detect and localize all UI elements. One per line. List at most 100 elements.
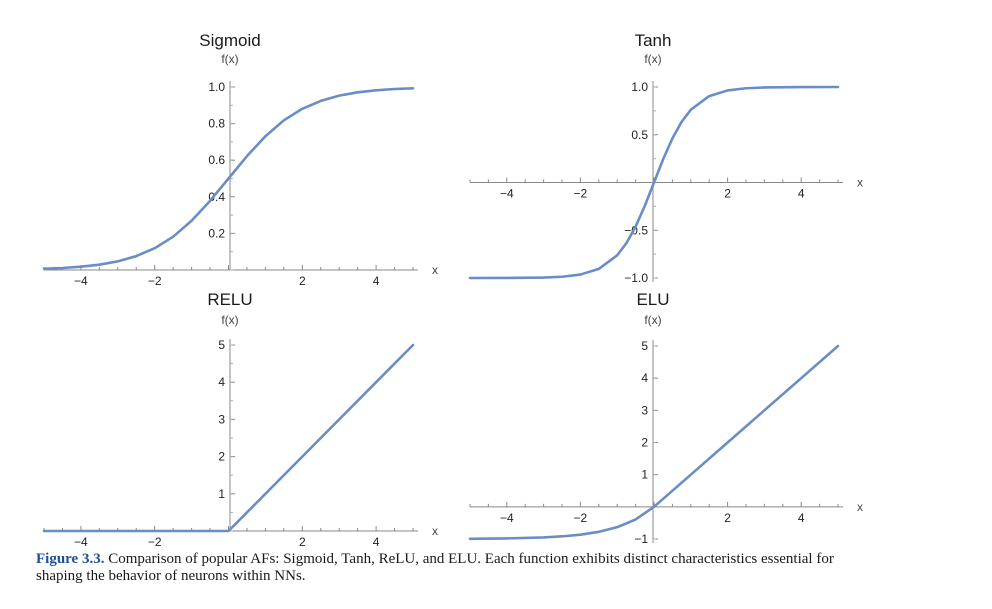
sigmoid-y-label: f(x) [221,52,238,66]
sigmoid-title: Sigmoid [199,31,260,50]
relu-x-tick-label: 2 [299,535,306,549]
tanh-x-tick-label: −2 [574,187,588,201]
relu-data-point [227,530,230,532]
sigmoid-data-point [80,265,82,268]
sigmoid-data-point [190,219,193,222]
relu-x-tick-label: −4 [74,535,88,549]
tanh-title: Tanh [635,31,672,50]
tanh-y-tick-label: 0.5 [631,128,648,142]
sigmoid-data-point [375,89,377,92]
tanh-data-point [469,277,471,279]
tanh-x-label: x [857,176,863,190]
elu-data-point [653,506,655,508]
tanh-data-point [837,86,839,88]
sigmoid-data-point [117,260,119,263]
elu-data-point [506,537,508,540]
elu-data-point [763,409,766,412]
elu-data-point [690,473,692,476]
relu-y-tick-label: 5 [218,338,225,352]
tanh-x-tick-label: −4 [500,187,514,201]
elu-data-point [726,441,729,444]
tanh-data-point [800,86,802,88]
sigmoid-data-point [153,247,156,250]
elu-data-point [469,537,471,540]
relu-curve [42,343,415,533]
tanh-data-point [579,273,582,276]
elu-y-label: f(x) [644,313,661,327]
sigmoid-data-point [246,155,248,157]
sigmoid-data-point [412,87,414,90]
sigmoid-data-point [319,100,322,102]
elu-data-point [561,535,563,538]
elu-title: ELU [636,290,669,309]
tanh-data-point [745,87,747,90]
relu-chart: −4 −2 2 4 1 2 3 4 5 RELU f(x) x [42,290,438,549]
elu-y-tick-label: 3 [641,403,648,417]
sigmoid-data-point [356,91,359,94]
tanh-data-point [561,275,563,278]
elu-y-tick-label: 2 [641,436,648,450]
sigmoid-data-point [301,107,304,110]
tanh-data-point [680,121,683,123]
relu-title: RELU [207,290,252,309]
tanh-y-tick-label: −1.0 [624,271,648,285]
tanh-data-point [653,181,655,184]
tanh-x-tick-label: 4 [798,187,805,201]
figure-caption: Figure 3.3. Comparison of popular AFs: S… [36,551,876,585]
relu-data-point [412,344,414,346]
tanh-data-point [671,137,674,140]
elu-y-tick-label: 5 [641,339,648,353]
sigmoid-data-point [393,88,396,90]
sigmoid-data-point [209,200,211,202]
sigmoid-y-tick-label: 0.4 [208,190,225,204]
tanh-data-point [506,277,508,279]
tanh-data-point [708,95,710,97]
sigmoid-data-point [135,255,138,257]
relu-y-tick-label: 3 [218,412,225,426]
elu-y-tick-label: 1 [641,468,648,482]
sigmoid-x-label: x [432,263,438,277]
sigmoid-x-tick-label: −4 [74,274,88,288]
relu-x-label: x [432,524,438,538]
elu-data-point [634,518,637,521]
elu-data-point [598,531,600,533]
elu-x-tick-label: 4 [798,511,805,525]
relu-y-label: f(x) [221,313,238,327]
sigmoid-x-tick-label: −2 [148,274,162,288]
relu-y-tick-label: 1 [218,487,225,501]
elu-x-tick-label: 2 [724,511,731,525]
elu-y-tick-label: −1 [634,532,648,546]
elu-x-tick-label: −4 [500,511,514,525]
elu-data-point [579,533,582,536]
tanh-y-tick-label: 1.0 [631,80,648,94]
tanh-data-point [598,268,600,270]
tanh-data-point [662,158,664,160]
figure-caption-text: Comparison of popular AFs: Sigmoid, Tanh… [36,551,834,584]
tanh-data-point [625,242,628,244]
activation-functions-figure: −4 −2 2 4 0.2 0.4 0.6 0.8 1.0 Sigmoid f(x) x −4 −2 2 4 −… [42,31,863,549]
relu-x-tick-label: 4 [373,535,380,549]
sigmoid-y-tick-label: 0.2 [208,226,225,240]
sigmoid-data-point [61,267,64,269]
sigmoid-y-tick-label: 0.6 [208,153,225,167]
tanh-y-label: f(x) [644,52,661,66]
sigmoid-x-tick-label: 4 [373,274,380,288]
sigmoid-y-tick-label: 0.8 [208,117,225,131]
sigmoid-y-tick-label: 1.0 [208,80,225,94]
sigmoid-data-point [338,94,341,97]
tanh-data-point [726,89,729,92]
elu-y-tick-label: 4 [641,371,648,385]
relu-y-tick-label: 2 [218,450,225,464]
tanh-data-point [542,276,545,279]
elu-data-point [616,526,618,528]
sigmoid-data-point [264,135,267,138]
elu-data-point [800,377,802,379]
sigmoid-chart: −4 −2 2 4 0.2 0.4 0.6 0.8 1.0 Sigmoid f(x) x [42,31,438,288]
figure-label: Figure 3.3. [36,551,105,567]
sigmoid-data-point [43,267,45,270]
tanh-data-point [763,86,766,89]
sigmoid-data-point [98,263,101,266]
sigmoid-data-point [172,235,174,238]
sigmoid-data-point [227,177,230,180]
